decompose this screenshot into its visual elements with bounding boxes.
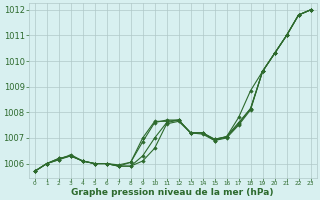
X-axis label: Graphe pression niveau de la mer (hPa): Graphe pression niveau de la mer (hPa)	[71, 188, 274, 197]
